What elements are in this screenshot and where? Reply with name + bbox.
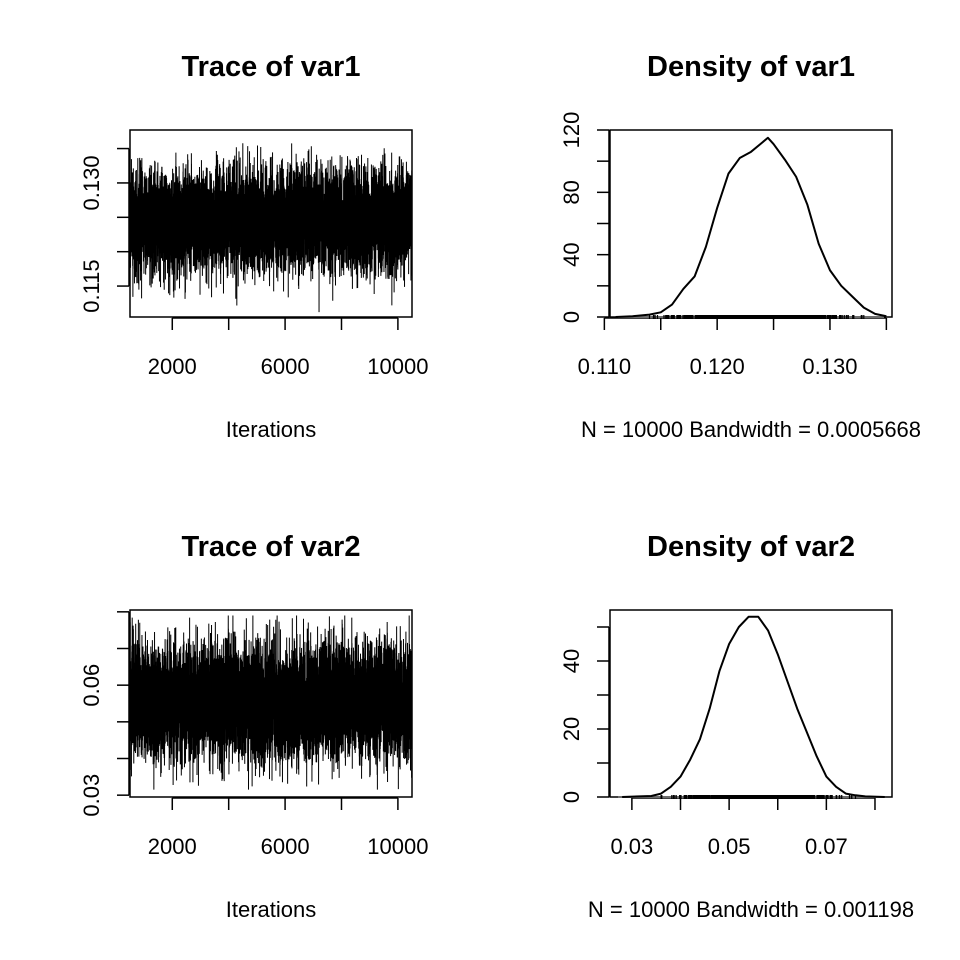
density-var2-panel: Density of var2 N = 10000 Bandwidth = 0.…: [559, 531, 914, 922]
density-var1-y-tick-label: 120: [559, 112, 584, 149]
trace-var2-xlabel: Iterations: [226, 897, 317, 922]
density-var1-rug: [648, 315, 865, 319]
trace-var1-trace-line: [129, 143, 413, 313]
trace-var2-x-tick-label: 2000: [148, 834, 197, 859]
density-var2-xlabel: N = 10000 Bandwidth = 0.001198: [588, 897, 914, 922]
trace-var2-x-tick-label: 10000: [367, 834, 428, 859]
density-var2-title: Density of var2: [647, 531, 855, 563]
trace-var2-trace-line: [129, 615, 413, 790]
trace-var1-x-tick-label: 6000: [261, 354, 310, 379]
trace-var1-y-tick-label: 0.115: [79, 259, 104, 312]
trace-var1-y-tick-label: 0.130: [79, 155, 104, 210]
trace-var2-y-tick-label: 0.03: [79, 774, 104, 817]
trace-var1-x-tick-label: 10000: [367, 354, 428, 379]
density-var1-panel: Density of var1 N = 10000 Bandwidth = 0.…: [559, 51, 921, 442]
density-var1-plot-frame: [609, 129, 893, 318]
trace-var2-y-tick-label: 0.06: [79, 664, 104, 707]
density-var1-xlabel: N = 10000 Bandwidth = 0.0005668: [581, 417, 921, 442]
density-var2-x-tick-label: 0.07: [805, 834, 848, 859]
density-var1-x-tick-label: 0.120: [690, 354, 745, 379]
density-var2-plot-frame: [609, 609, 893, 798]
trace-var1-panel: Trace of var1 Iterations 2000 6000 10000 0.…: [79, 51, 428, 442]
density-var2-x-tick-label: 0.03: [610, 834, 653, 859]
density-var1-y-tick-label: 0: [559, 311, 584, 323]
density-var2-y-tick-label: 40: [559, 649, 584, 673]
density-var1-title: Density of var1: [647, 51, 855, 83]
trace-var1-title: Trace of var1: [182, 51, 361, 83]
density-var1-x-tick-label: 0.130: [802, 354, 857, 379]
density-var2-density-curve: [622, 615, 885, 798]
trace-var2-x-tick-label: 6000: [261, 834, 310, 859]
density-var2-rug: [660, 795, 857, 799]
trace-var1-x-tick-label: 2000: [148, 354, 197, 379]
trace-var1-xlabel: Iterations: [226, 417, 317, 442]
density-var1-y-tick-label: 80: [559, 180, 584, 204]
density-var2-y-tick-label: 0: [559, 791, 584, 803]
density-var2-y-tick-label: 20: [559, 717, 584, 741]
trace-var2-panel: Trace of var2 Iterations 2000 6000 10000 0.…: [79, 531, 428, 922]
density-var1-x-tick-label: 0.110: [578, 354, 631, 379]
density-var1-y-tick-label: 40: [559, 242, 584, 266]
density-var1-density-curve: [615, 136, 887, 318]
density-var2-x-tick-label: 0.05: [708, 834, 751, 859]
trace-var2-title: Trace of var2: [182, 531, 361, 563]
